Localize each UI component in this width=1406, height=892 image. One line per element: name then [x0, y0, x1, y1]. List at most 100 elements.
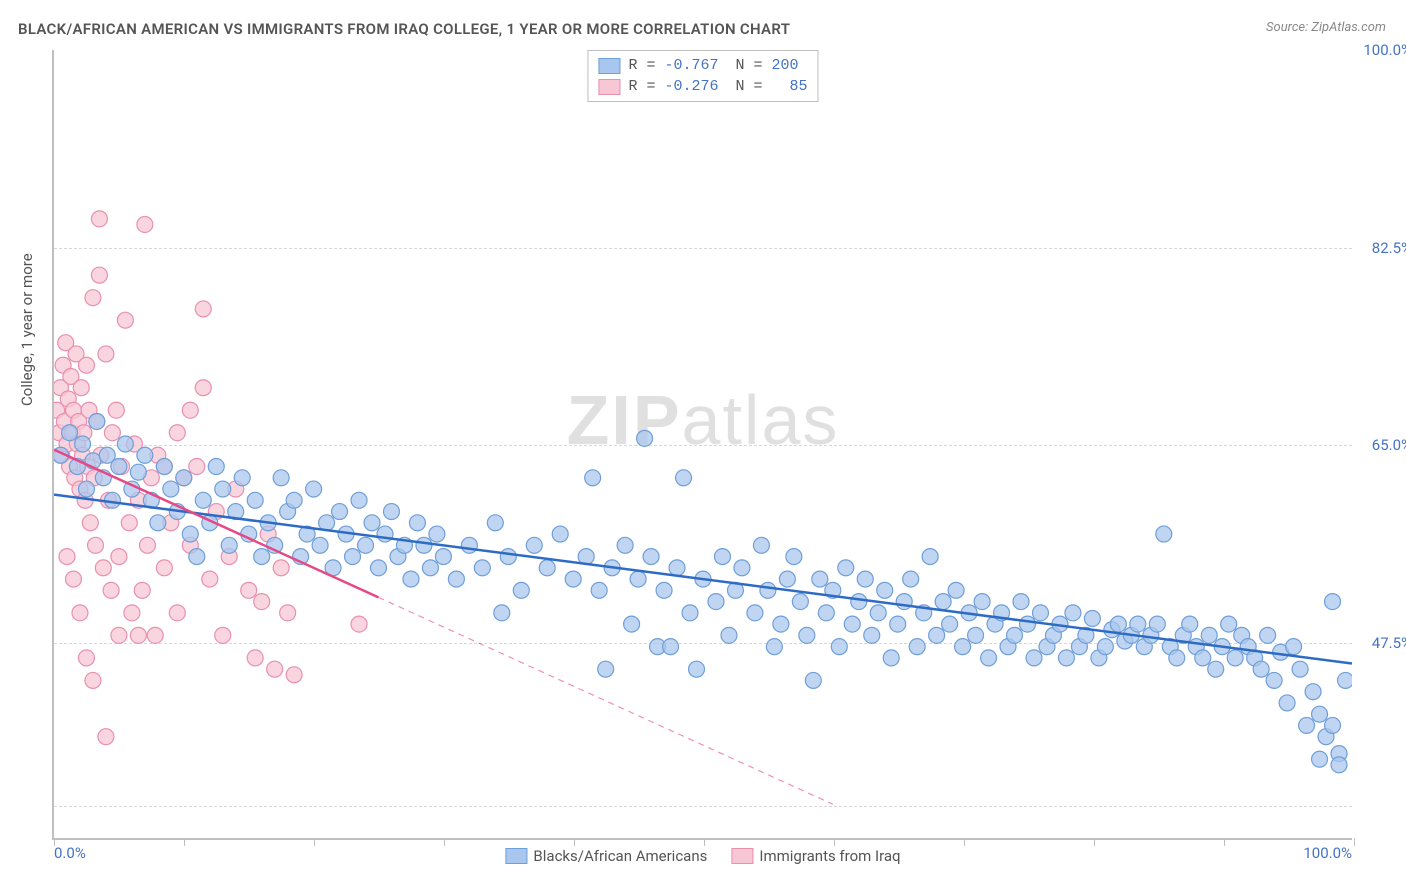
- scatter-point: [364, 515, 380, 531]
- scatter-point: [1227, 650, 1243, 666]
- x-tick-label: 100.0%: [1303, 844, 1352, 862]
- scatter-point: [1312, 751, 1328, 767]
- scatter-point: [494, 605, 510, 621]
- trend-line-extrapolated: [379, 597, 833, 804]
- trend-line: [54, 495, 1352, 664]
- scatter-point: [1312, 706, 1328, 722]
- scatter-point: [189, 459, 205, 475]
- scatter-point: [195, 380, 211, 396]
- scatter-point: [273, 470, 289, 486]
- legend-item-series-0: Blacks/African Americans: [505, 847, 707, 865]
- scatter-point: [844, 616, 860, 632]
- scatter-point: [1201, 627, 1217, 643]
- scatter-point: [909, 639, 925, 655]
- scatter-point: [182, 526, 198, 542]
- scatter-point: [150, 515, 166, 531]
- scatter-point: [286, 667, 302, 683]
- scatter-point: [98, 729, 114, 745]
- scatter-point: [137, 447, 153, 463]
- scatter-point: [734, 560, 750, 576]
- scatter-point: [1195, 650, 1211, 666]
- scatter-point: [435, 549, 451, 565]
- scatter-point: [234, 470, 250, 486]
- scatter-point: [1208, 661, 1224, 677]
- scatter-point: [760, 582, 776, 598]
- scatter-point: [1286, 639, 1302, 655]
- scatter-point: [1032, 605, 1048, 621]
- scatter-point: [163, 481, 179, 497]
- scatter-point: [1266, 672, 1282, 688]
- x-tick-label: 0.0%: [54, 844, 86, 862]
- scatter-point: [111, 459, 127, 475]
- scatter-point: [1325, 717, 1341, 733]
- scatter-point: [98, 346, 114, 362]
- scatter-point: [1331, 757, 1347, 773]
- scatter-point: [682, 605, 698, 621]
- legend-label-series-0: Blacks/African Americans: [533, 847, 707, 865]
- scatter-point: [448, 571, 464, 587]
- scatter-point: [948, 582, 964, 598]
- scatter-point: [247, 650, 263, 666]
- scatter-point: [552, 526, 568, 542]
- legend-row-series-0: R = -0.767 N = 200: [598, 55, 807, 76]
- scatter-point: [85, 290, 101, 306]
- scatter-point: [139, 537, 155, 553]
- scatter-point: [870, 605, 886, 621]
- scatter-point: [669, 560, 685, 576]
- scatter-point: [643, 549, 659, 565]
- scatter-point: [864, 627, 880, 643]
- scatter-point: [714, 549, 730, 565]
- scatter-point: [565, 571, 581, 587]
- scatter-point: [1260, 627, 1276, 643]
- scatter-point: [461, 537, 477, 553]
- legend-series: Blacks/African Americans Immigrants from…: [505, 847, 900, 865]
- scatter-point: [1058, 650, 1074, 666]
- scatter-point: [1013, 594, 1029, 610]
- legend-correlation: R = -0.767 N = 200 R = -0.276 N = 85: [587, 50, 818, 102]
- scatter-point: [111, 549, 127, 565]
- scatter-point: [62, 425, 78, 441]
- scatter-point: [130, 627, 146, 643]
- scatter-point: [403, 571, 419, 587]
- scatter-point: [124, 605, 140, 621]
- scatter-point: [147, 627, 163, 643]
- scatter-point: [189, 549, 205, 565]
- scatter-point: [539, 560, 555, 576]
- scatter-point: [487, 515, 503, 531]
- scatter-point: [82, 515, 98, 531]
- scatter-point: [591, 582, 607, 598]
- scatter-point: [221, 537, 237, 553]
- scatter-point: [883, 650, 899, 666]
- legend-row-series-1: R = -0.276 N = 85: [598, 76, 807, 97]
- scatter-point: [91, 211, 107, 227]
- scatter-point: [773, 616, 789, 632]
- source-label: Source: ZipAtlas.com: [1266, 20, 1386, 35]
- scatter-point: [838, 560, 854, 576]
- scatter-point: [416, 537, 432, 553]
- scatter-point: [121, 515, 137, 531]
- scatter-point: [137, 217, 153, 233]
- scatter-point: [75, 436, 91, 452]
- scatter-point: [585, 470, 601, 486]
- scatter-point: [500, 549, 516, 565]
- scatter-point: [1221, 616, 1237, 632]
- scatter-point: [598, 661, 614, 677]
- scatter-point: [182, 402, 198, 418]
- y-tick-label: 100.0%: [1357, 41, 1406, 59]
- scatter-point: [156, 459, 172, 475]
- scatter-point: [176, 470, 192, 486]
- scatter-point: [72, 605, 88, 621]
- scatter-point: [371, 560, 387, 576]
- scatter-point: [351, 492, 367, 508]
- scatter-point: [267, 661, 283, 677]
- scatter-point: [429, 526, 445, 542]
- scatter-point: [1279, 695, 1295, 711]
- scatter-point: [85, 672, 101, 688]
- chart-title: BLACK/AFRICAN AMERICAN VS IMMIGRANTS FRO…: [18, 20, 790, 38]
- scatter-point: [215, 481, 231, 497]
- scatter-point: [169, 425, 185, 441]
- scatter-point: [195, 492, 211, 508]
- y-tick-label: 82.5%: [1357, 239, 1406, 257]
- scatter-point: [208, 459, 224, 475]
- scatter-point: [88, 537, 104, 553]
